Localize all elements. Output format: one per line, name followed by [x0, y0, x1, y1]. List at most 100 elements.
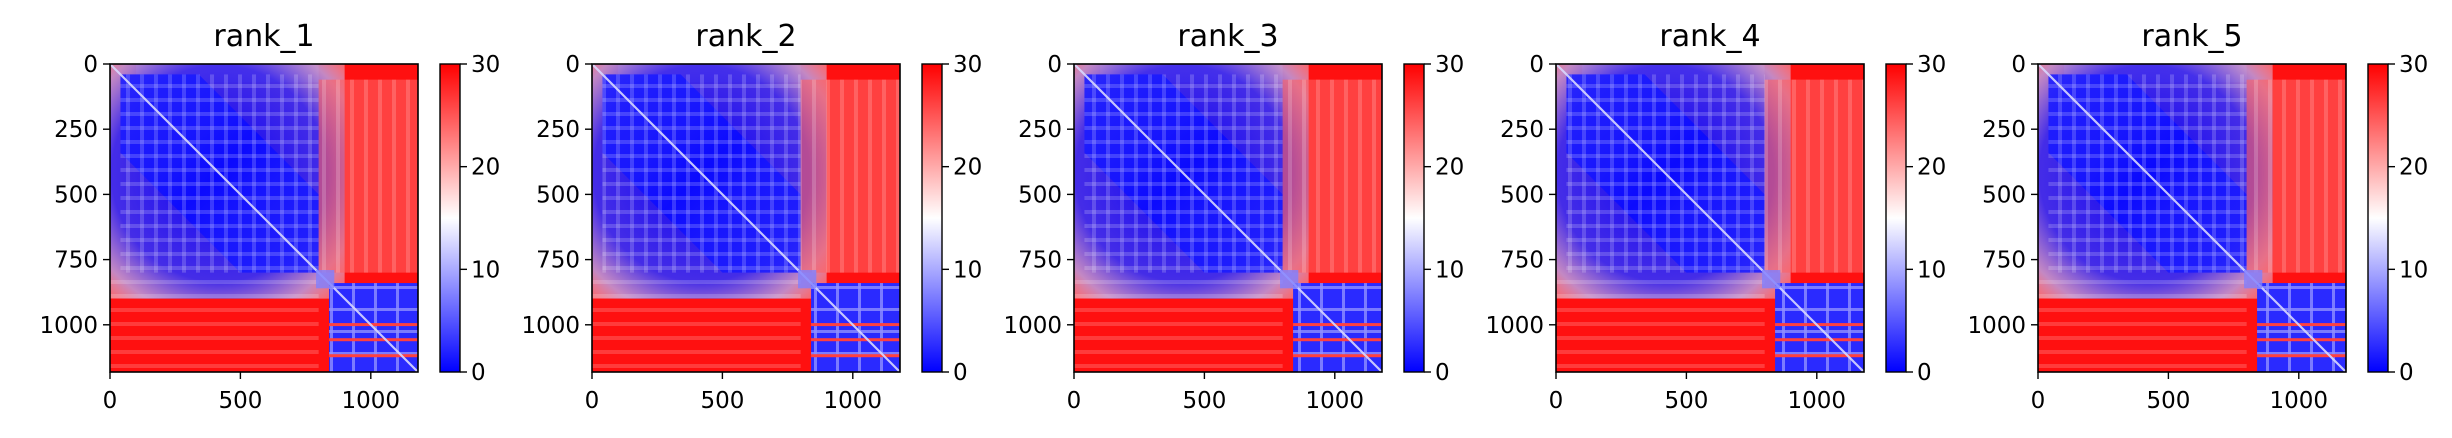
- heatmap-title: rank_2: [695, 19, 796, 54]
- heatmap-right-strip-texture: [800, 79, 900, 273]
- heatmap-small-block-line: [1293, 323, 1382, 327]
- heatmap-bottom-left-texture: [110, 277, 319, 372]
- heatmap-small-block-line: [2257, 323, 2346, 327]
- x-tick-label: 0: [103, 388, 118, 414]
- colorbar: 0 10 20 30: [1885, 52, 1946, 386]
- x-tick-label: 1000: [824, 388, 883, 414]
- heatmap-small-block-line: [1293, 354, 1382, 358]
- y-tick-label: 750: [54, 248, 98, 274]
- heatmap-boundary-node: [1762, 270, 1781, 289]
- colorbar-tick-label: 30: [471, 52, 500, 78]
- colorbar-gradient: [2367, 63, 2389, 373]
- heatmap-small-block-line: [811, 338, 900, 342]
- heatmap-bottom-left-texture: [1074, 277, 1283, 372]
- heatmap-small-block-line: [2257, 338, 2346, 342]
- heatmap-frame: [109, 63, 419, 373]
- colorbar-tick-label: 30: [2399, 52, 2428, 78]
- colorbar-tick-label: 0: [2399, 360, 2414, 386]
- colorbar-tick-label: 0: [471, 360, 486, 386]
- heatmap-small-block-line: [329, 354, 418, 358]
- x-tick-label: 0: [585, 388, 600, 414]
- y-tick-label: 500: [1500, 182, 1544, 208]
- y-tick-label: 0: [1047, 52, 1062, 78]
- heatmap-frame: [2037, 63, 2347, 373]
- y-tick-label: 750: [1018, 248, 1062, 274]
- heatmap-panel-1: rank_1 0 250 500 750 1000 0 500 1000 0 10 20 30: [39, 19, 500, 414]
- x-tick-label: 0: [1067, 388, 1082, 414]
- heatmap-title: rank_1: [213, 19, 314, 54]
- heatmap-diagonal: [110, 64, 418, 372]
- heatmap-image: [2038, 64, 2346, 372]
- x-tick-label: 0: [2031, 388, 2046, 414]
- x-tick-label: 1000: [342, 388, 401, 414]
- colorbar-tick-label: 10: [953, 257, 982, 283]
- colorbar-tick-label: 30: [1917, 52, 1946, 78]
- heatmap-frame: [1073, 63, 1383, 373]
- x-tick-label: 1000: [1306, 388, 1365, 414]
- y-tick-label: 0: [83, 52, 98, 78]
- colorbar-tick-label: 20: [2399, 155, 2428, 181]
- colorbar-gradient: [439, 63, 461, 373]
- y-tick-label: 500: [536, 182, 580, 208]
- x-tick-label: 1000: [1788, 388, 1847, 414]
- heatmap-bottom-left-texture: [592, 277, 801, 372]
- heatmap-small-block-line: [811, 323, 900, 327]
- colorbar-tick-label: 10: [1917, 257, 1946, 283]
- heatmap-image: [1074, 64, 1382, 372]
- heatmap-title: rank_3: [1177, 19, 1278, 54]
- y-tick-label: 250: [1982, 117, 2026, 143]
- heatmap-small-block-line: [329, 338, 418, 342]
- y-tick-label: 250: [1018, 117, 1062, 143]
- y-tick-label: 1000: [521, 313, 580, 339]
- heatmap-panel-3: rank_3 0 250 500 750 1000 0 500 1000 0 10 20 30: [1003, 19, 1464, 414]
- heatmap-diagonal: [1074, 64, 1382, 372]
- heatmap-title: rank_4: [1659, 19, 1760, 54]
- colorbar-tick-label: 20: [471, 155, 500, 181]
- y-tick-label: 1000: [39, 313, 98, 339]
- colorbar-tick-label: 10: [1435, 257, 1464, 283]
- heatmap-small-block-line: [329, 323, 418, 327]
- colorbar-gradient: [921, 63, 943, 373]
- heatmap-right-strip-texture: [1282, 79, 1382, 273]
- x-tick-label: 500: [1664, 388, 1708, 414]
- heatmap-small-block-line: [811, 354, 900, 358]
- y-tick-label: 750: [1500, 248, 1544, 274]
- y-tick-label: 250: [536, 117, 580, 143]
- y-tick-label: 750: [1982, 248, 2026, 274]
- y-tick-label: 0: [1529, 52, 1544, 78]
- heatmap-image: [110, 64, 418, 372]
- y-tick-label: 500: [1982, 182, 2026, 208]
- colorbar-tick-label: 10: [471, 257, 500, 283]
- heatmap-image: [592, 64, 900, 372]
- heatmap-diagonal: [592, 64, 900, 372]
- y-tick-label: 1000: [1003, 313, 1062, 339]
- heatmap-panel-2: rank_2 0 250 500 750 1000 0 500 1000 0 10 20 30: [521, 19, 982, 414]
- heatmap-small-block-line: [1775, 354, 1864, 358]
- colorbar-tick-label: 0: [1435, 360, 1450, 386]
- colorbar: 0 10 20 30: [439, 52, 500, 386]
- heatmap-boundary-node: [798, 270, 817, 289]
- colorbar-gradient: [1403, 63, 1425, 373]
- heatmap-boundary-node: [316, 270, 335, 289]
- y-tick-label: 250: [1500, 117, 1544, 143]
- heatmap-small-block-line: [1293, 338, 1382, 342]
- heatmap-panel-4: rank_4 0 250 500 750 1000 0 500 1000 0 10 20 30: [1485, 19, 1946, 414]
- colorbar-tick-label: 10: [2399, 257, 2428, 283]
- y-tick-label: 500: [54, 182, 98, 208]
- colorbar-tick-label: 30: [953, 52, 982, 78]
- heatmap-right-strip-texture: [2246, 79, 2346, 273]
- heatmap-frame: [1555, 63, 1865, 373]
- heatmap-diagonal: [1556, 64, 1864, 372]
- heatmap-frame: [591, 63, 901, 373]
- y-tick-label: 500: [1018, 182, 1062, 208]
- heatmap-diagonal: [2038, 64, 2346, 372]
- colorbar: 0 10 20 30: [2367, 52, 2428, 386]
- colorbar-tick-label: 20: [1435, 155, 1464, 181]
- heatmap-small-block-line: [1775, 323, 1864, 327]
- colorbar-tick-label: 20: [953, 155, 982, 181]
- y-tick-label: 1000: [1967, 313, 2026, 339]
- x-tick-label: 500: [218, 388, 262, 414]
- y-tick-label: 0: [2011, 52, 2026, 78]
- x-tick-label: 500: [1182, 388, 1226, 414]
